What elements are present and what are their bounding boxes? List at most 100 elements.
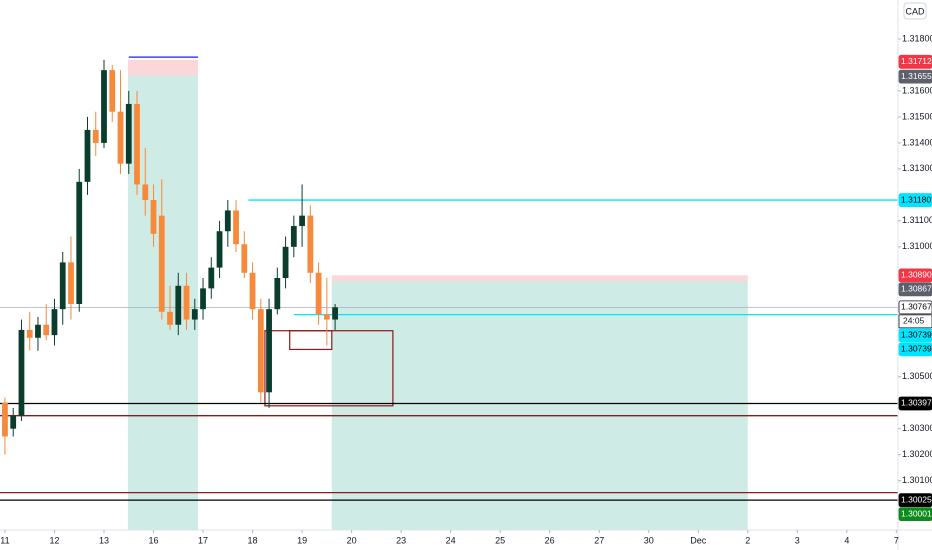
y-tick-label: 1.31800 — [902, 33, 932, 43]
price-badge-label: 1.30739 — [901, 330, 932, 340]
candle-body — [315, 272, 322, 315]
price-badge-label: 1.30767 — [901, 302, 932, 312]
candle-body — [216, 231, 223, 268]
price-badge-label: 1.31180 — [901, 194, 931, 204]
price-badge — [898, 493, 932, 508]
candle-body — [175, 285, 182, 325]
y-tick-label: 1.30100 — [902, 475, 932, 485]
price-badge — [898, 300, 932, 315]
countdown-badge — [898, 314, 932, 329]
candle-body — [282, 246, 289, 278]
price-badge — [898, 342, 932, 357]
x-tick-label: 16 — [149, 535, 159, 545]
price-badge-label: 1.30890 — [901, 270, 932, 280]
candle-body — [117, 111, 124, 164]
price-badge-label: 1.30739 — [901, 344, 932, 354]
candle-body — [200, 288, 206, 310]
candle-body — [183, 285, 190, 320]
candle-body — [51, 309, 58, 336]
price-badge-label: 1.30397 — [901, 398, 932, 408]
candle-body — [208, 267, 215, 289]
x-tick-label: 11 — [0, 535, 9, 545]
y-tick-label: 1.31500 — [902, 111, 932, 121]
candle-body — [125, 103, 132, 164]
candle-body — [323, 314, 330, 320]
candle-body — [35, 324, 41, 338]
x-tick-label: 18 — [248, 535, 258, 545]
price-badge-label: 1.31712 — [901, 56, 932, 66]
candle-body — [68, 262, 74, 304]
y-tick-label: 1.31100 — [902, 215, 932, 225]
candle-body — [10, 415, 17, 429]
y-tick-label: 1.31400 — [902, 137, 932, 147]
candle-body — [332, 307, 338, 320]
candle-body — [241, 244, 248, 273]
y-tick-label: 1.31300 — [902, 163, 932, 173]
y-tick-label: 1.30500 — [902, 371, 932, 381]
candle-body — [249, 272, 256, 310]
candle-body — [266, 309, 272, 393]
candle-body — [59, 262, 66, 310]
currency-box[interactable] — [903, 2, 927, 20]
candle-body — [92, 129, 99, 143]
price-badge — [898, 282, 932, 297]
y-tick-label: 1.31600 — [902, 85, 932, 95]
x-tick-label: 4 — [844, 535, 849, 545]
candle-body — [84, 129, 91, 182]
price-badge — [898, 69, 932, 84]
x-tick-label: 24 — [446, 535, 456, 545]
candle-body — [76, 181, 83, 304]
x-tick-label: 17 — [198, 535, 208, 545]
price-badge — [898, 193, 932, 207]
x-tick-label: 3 — [795, 535, 800, 545]
price-badge — [898, 268, 932, 283]
price-badge — [898, 396, 932, 411]
candle-body — [26, 329, 33, 338]
price-badge-label: 1.30025 — [901, 494, 932, 504]
candle-body — [274, 277, 281, 310]
candle-body — [150, 200, 157, 234]
candle-body — [109, 70, 116, 112]
price-badge-label: 1.31655 — [901, 71, 932, 81]
candle-body — [142, 184, 149, 201]
candle-body — [101, 70, 107, 143]
x-tick-label: 20 — [347, 535, 357, 545]
countdown-label: 24:05 — [903, 316, 925, 326]
x-tick-label: Dec — [690, 535, 707, 545]
price-badge — [898, 328, 932, 343]
x-tick-label: 23 — [396, 535, 406, 545]
position-zone — [331, 281, 748, 530]
x-tick-label: 12 — [49, 535, 59, 545]
candle-body — [43, 324, 50, 336]
x-tick-label: 7 — [894, 535, 899, 545]
position-zone — [127, 59, 199, 76]
candle-body — [191, 309, 198, 320]
x-tick-label: 25 — [495, 535, 505, 545]
zone-box — [289, 330, 333, 351]
price-badge — [898, 54, 932, 69]
candle-body — [134, 103, 140, 185]
x-tick-label: 13 — [99, 535, 109, 545]
candle-body — [167, 311, 173, 325]
price-badge-label: 1.30867 — [901, 284, 932, 294]
x-tick-label: 26 — [545, 535, 555, 545]
y-tick-label: 1.30300 — [902, 423, 932, 433]
axes: 1.30100 1.30200 1.30300 1.30500 1.31000 1.311… — [0, 33, 932, 545]
price-badge-label: 1.30001 — [901, 508, 932, 518]
x-tick-label: 19 — [297, 535, 307, 545]
candle-body — [299, 215, 305, 227]
candle-body — [158, 215, 165, 312]
plot — [2, 59, 338, 455]
candle-body — [233, 210, 239, 245]
position-zone — [331, 275, 748, 282]
y-tick-label: 1.30200 — [902, 449, 932, 459]
candle-body — [2, 402, 8, 437]
candle-body — [307, 215, 314, 273]
price-badge — [898, 507, 932, 522]
currency-label: CAD — [905, 6, 925, 16]
x-tick-label: 30 — [644, 535, 654, 545]
x-tick-label: 2 — [745, 535, 750, 545]
